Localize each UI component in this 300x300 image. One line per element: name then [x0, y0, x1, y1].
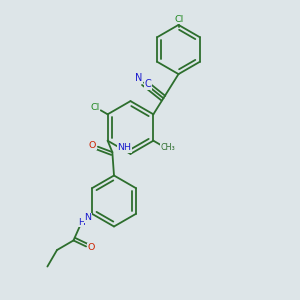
Text: N: N [84, 214, 91, 223]
Text: O: O [88, 244, 95, 253]
Text: NH: NH [117, 143, 131, 152]
Text: Cl: Cl [90, 103, 100, 112]
Text: O: O [89, 141, 96, 150]
Text: N: N [135, 74, 142, 83]
Text: H: H [78, 218, 85, 227]
Text: CH₃: CH₃ [160, 143, 175, 152]
Text: Cl: Cl [175, 15, 184, 24]
Text: C: C [144, 79, 151, 89]
